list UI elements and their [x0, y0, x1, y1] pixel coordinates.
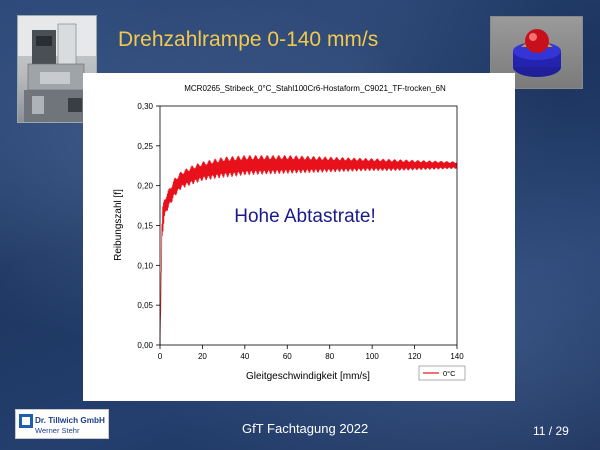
slide-title: Drehzahlrampe 0-140 mm/s [118, 28, 379, 51]
y-axis-label: Reibungszahl [f] [113, 189, 124, 261]
y-tick-label: 0,30 [137, 102, 153, 111]
legend-box [418, 365, 466, 381]
y-tick-label: 0,20 [137, 182, 153, 191]
x-tick-label: 80 [325, 352, 334, 361]
chart-title: MCR0265_Stribeck_0°C_Stahl100Cr6-Hostafo… [184, 84, 446, 93]
tribometer-photo [17, 15, 97, 123]
x-axis-label: Gleitgeschwindigkeit [mm/s] [246, 371, 370, 382]
y-tick-label: 0,15 [137, 222, 153, 231]
x-tick-label: 120 [408, 352, 422, 361]
chart-panel: MCR0265_Stribeck_0°C_Stahl100Cr6-Hostafo… [83, 73, 515, 401]
series-line-0C [159, 155, 458, 346]
page-number: 11 / 29 [533, 424, 569, 438]
stribeck-chart: MCR0265_Stribeck_0°C_Stahl100Cr6-Hostafo… [113, 84, 466, 382]
y-tick-label: 0,25 [137, 142, 153, 151]
logo-company-name: Dr. Tillwich GmbH [35, 416, 105, 425]
x-tick-label: 60 [283, 352, 292, 361]
x-tick-label: 100 [365, 352, 379, 361]
x-tick-label: 0 [158, 352, 163, 361]
chart-legend: 0°C [418, 365, 466, 381]
logo-subtitle: Werner Stehr [35, 426, 80, 435]
company-logo: Dr. Tillwich GmbH Werner Stehr [15, 409, 109, 439]
x-tick-label: 40 [240, 352, 249, 361]
chart-annotation: Hohe Abtastrate! [234, 206, 376, 227]
y-tick-label: 0,10 [137, 261, 153, 270]
x-tick-label: 20 [198, 352, 207, 361]
legend-label: 0°C [443, 369, 456, 378]
y-tick-label: 0,05 [137, 301, 153, 310]
footer-event-name: GfT Fachtagung 2022 [242, 421, 369, 436]
y-tick-label: 0,00 [137, 341, 153, 350]
x-tick-label: 140 [450, 352, 464, 361]
